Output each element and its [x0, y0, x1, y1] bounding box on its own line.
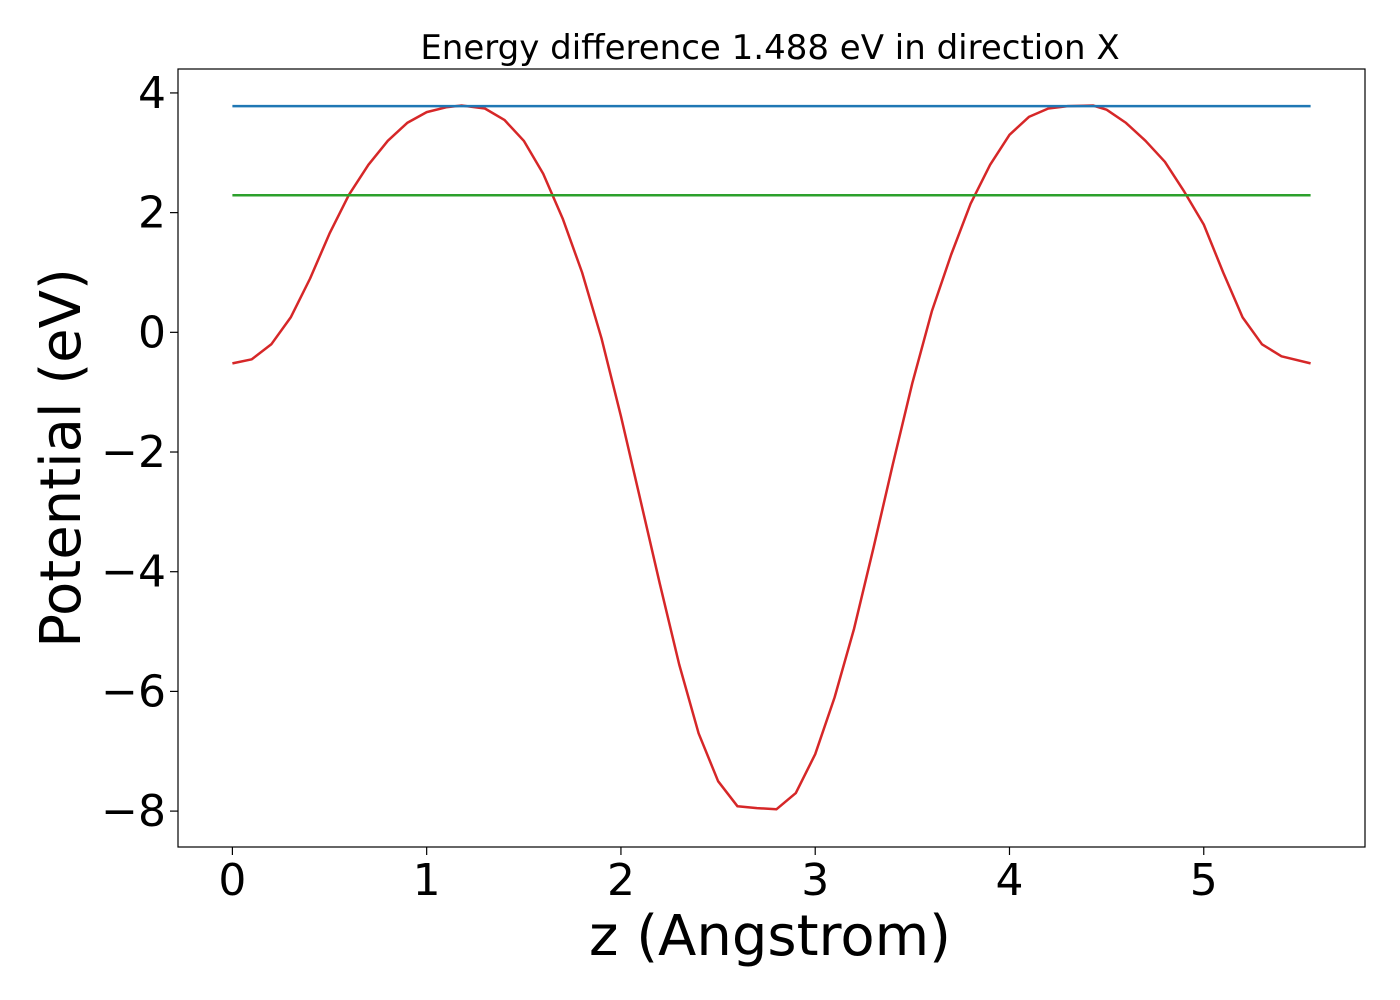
x-tick-label: 3 [801, 855, 829, 906]
y-tick-label: 4 [138, 68, 166, 119]
chart-title: Energy difference 1.488 eV in direction … [420, 28, 1119, 68]
y-axis-ticks: 4 2 0 −2 −4 −6 −8 [101, 68, 178, 837]
y-tick-label: 2 [138, 188, 166, 239]
y-tick-label: 0 [138, 307, 166, 358]
x-tick-label: 5 [1190, 855, 1218, 906]
y-tick-label: −2 [101, 427, 166, 478]
x-axis-label: z (Angstrom) [589, 904, 951, 969]
x-tick-label: 2 [607, 855, 635, 906]
x-tick-label: 0 [218, 855, 246, 906]
x-tick-label: 1 [413, 855, 441, 906]
x-axis-ticks: 0 1 2 3 4 5 [218, 847, 1218, 906]
y-tick-label: −4 [101, 547, 166, 598]
y-tick-label: −8 [101, 786, 166, 837]
plot-frame [177, 68, 1366, 848]
y-axis-label: Potential (eV) [29, 268, 94, 648]
series-layer [232, 104, 1311, 811]
y-tick-label: −6 [101, 666, 166, 717]
x-tick-label: 4 [995, 855, 1023, 906]
series-line-0 [232, 104, 1311, 811]
